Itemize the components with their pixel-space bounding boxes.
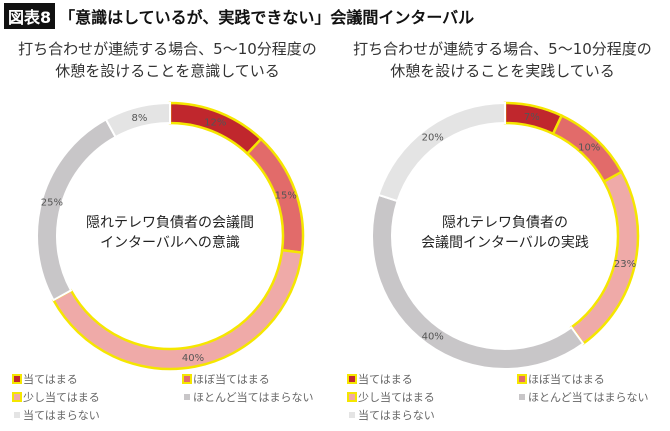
legend-label: 当てはまる xyxy=(358,372,413,386)
legend-swatch xyxy=(519,393,525,400)
right-subtitle: 打ち合わせが連続する場合、5〜10分程度の 休憩を設けることを実践している xyxy=(335,38,670,82)
legend-label: 少し当てはまる xyxy=(358,390,435,404)
slice-data-label: 15% xyxy=(275,190,297,201)
legend-item: 少し当てはまる xyxy=(347,389,435,404)
legend-swatch xyxy=(347,373,357,384)
legend-item: ほとんど当てはまらない xyxy=(184,389,313,404)
left-subtitle-line: 休憩を設けることを意識している xyxy=(55,62,280,80)
donut-slice-5 xyxy=(104,101,171,139)
legend-label: 当てはまらない xyxy=(358,408,435,422)
slice-data-label: 8% xyxy=(131,113,147,124)
legend-item: 少し当てはまる xyxy=(12,389,100,404)
left-subtitle-line: 打ち合わせが連続する場合、5〜10分程度の xyxy=(18,40,317,58)
legend-label: 少し当てはまる xyxy=(23,390,100,404)
legend-item: 当てはまる xyxy=(12,371,78,386)
slice-data-label: 7% xyxy=(524,112,540,123)
donut-slice-3 xyxy=(569,170,640,346)
right-center-line: 会議間インターバルの実践 xyxy=(421,235,589,251)
legend-label: ほぼ当てはまる xyxy=(528,372,605,386)
legend-swatch xyxy=(12,373,22,384)
legend-swatch xyxy=(184,393,190,400)
slice-data-label: 12% xyxy=(204,118,226,129)
donut-slice-4 xyxy=(36,118,117,302)
donut-slice-5 xyxy=(377,101,506,203)
slice-data-label: 20% xyxy=(422,132,444,143)
right-center-label: 隠れテレワ負債者の 会議間インターバルの実践 xyxy=(405,213,605,253)
left-center-line: インターバルへの意識 xyxy=(100,235,240,251)
legend-item: ほとんど当てはまらない xyxy=(519,389,648,404)
left-center-label: 隠れテレワ負債者の会議間 インターバルへの意識 xyxy=(70,213,270,253)
left-center-line: 隠れテレワ負債者の会議間 xyxy=(86,215,254,231)
legend-label: 当てはまらない xyxy=(23,408,100,422)
right-subtitle-line: 打ち合わせが連続する場合、5〜10分程度の xyxy=(353,40,652,58)
figure-title-text: 「意識はしているが、実践できない」会議間インターバル xyxy=(59,8,475,27)
legend-item: 当てはまらない xyxy=(349,407,435,422)
left-subtitle: 打ち合わせが連続する場合、5〜10分程度の 休憩を設けることを意識している xyxy=(0,38,335,82)
slice-data-label: 40% xyxy=(182,353,204,364)
legend-swatch xyxy=(347,391,357,402)
slice-data-label: 10% xyxy=(578,142,600,153)
legend-swatch xyxy=(12,391,22,402)
donut-slice-3 xyxy=(51,248,304,371)
legend-item: ほぼ当てはまる xyxy=(182,371,270,386)
figure-title: 図表8 「意識はしているが、実践できない」会議間インターバル xyxy=(4,3,474,29)
legend-item: ほぼ当てはまる xyxy=(517,371,605,386)
figure-badge: 図表8 xyxy=(4,3,56,29)
legend-label: ほとんど当てはまらない xyxy=(528,390,649,404)
legend-swatch xyxy=(517,373,527,384)
slice-data-label: 25% xyxy=(41,198,63,209)
legend-swatch xyxy=(349,411,355,418)
legend-label: ほとんど当てはまらない xyxy=(193,390,314,404)
legend-item: 当てはまらない xyxy=(14,407,100,422)
right-subtitle-line: 休憩を設けることを実践している xyxy=(390,62,615,80)
slice-data-label: 23% xyxy=(614,259,636,270)
slice-data-label: 40% xyxy=(422,332,444,343)
legend-swatch xyxy=(14,411,20,418)
legend-label: 当てはまる xyxy=(23,372,78,386)
legend-swatch xyxy=(182,373,192,384)
right-center-line: 隠れテレワ負債者の xyxy=(442,215,568,231)
legend-item: 当てはまる xyxy=(347,371,413,386)
legend-label: ほぼ当てはまる xyxy=(193,372,270,386)
